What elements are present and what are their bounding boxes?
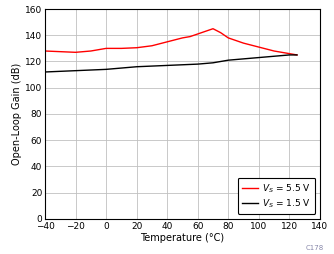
$V_S$ = 1.5 V bbox=[58, 70, 62, 73]
$V_S$ = 1.5 V bbox=[135, 65, 139, 68]
$V_S$ = 1.5 V bbox=[150, 65, 154, 68]
$V_S$ = 5.5 V bbox=[287, 52, 291, 55]
X-axis label: Temperature (°C): Temperature (°C) bbox=[140, 233, 224, 243]
Y-axis label: Open-Loop Gain (dB): Open-Loop Gain (dB) bbox=[12, 63, 22, 165]
$V_S$ = 1.5 V bbox=[211, 61, 215, 64]
$V_S$ = 5.5 V bbox=[58, 50, 62, 53]
$V_S$ = 5.5 V bbox=[196, 33, 200, 36]
$V_S$ = 1.5 V bbox=[165, 64, 169, 67]
$V_S$ = 5.5 V bbox=[89, 50, 93, 53]
$V_S$ = 5.5 V bbox=[241, 42, 245, 45]
$V_S$ = 1.5 V bbox=[73, 69, 77, 72]
$V_S$ = 1.5 V bbox=[226, 59, 230, 62]
$V_S$ = 5.5 V bbox=[43, 50, 47, 53]
Legend: $V_S$ = 5.5 V, $V_S$ = 1.5 V: $V_S$ = 5.5 V, $V_S$ = 1.5 V bbox=[237, 178, 315, 214]
Line: $V_S$ = 5.5 V: $V_S$ = 5.5 V bbox=[45, 29, 297, 55]
Line: $V_S$ = 1.5 V: $V_S$ = 1.5 V bbox=[45, 55, 297, 72]
$V_S$ = 1.5 V bbox=[89, 69, 93, 72]
$V_S$ = 1.5 V bbox=[295, 53, 299, 56]
$V_S$ = 5.5 V bbox=[135, 46, 139, 49]
Text: C178: C178 bbox=[306, 245, 324, 251]
$V_S$ = 1.5 V bbox=[272, 55, 276, 58]
$V_S$ = 5.5 V bbox=[203, 30, 207, 33]
$V_S$ = 1.5 V bbox=[257, 56, 261, 59]
$V_S$ = 5.5 V bbox=[219, 31, 223, 34]
$V_S$ = 1.5 V bbox=[104, 68, 108, 71]
$V_S$ = 5.5 V bbox=[211, 27, 215, 30]
$V_S$ = 1.5 V bbox=[241, 57, 245, 60]
$V_S$ = 5.5 V bbox=[119, 47, 123, 50]
$V_S$ = 5.5 V bbox=[226, 36, 230, 39]
$V_S$ = 1.5 V bbox=[196, 62, 200, 66]
$V_S$ = 1.5 V bbox=[180, 63, 184, 66]
$V_S$ = 5.5 V bbox=[295, 53, 299, 56]
$V_S$ = 5.5 V bbox=[73, 51, 77, 54]
$V_S$ = 1.5 V bbox=[287, 53, 291, 56]
$V_S$ = 5.5 V bbox=[180, 36, 184, 39]
$V_S$ = 1.5 V bbox=[119, 67, 123, 70]
$V_S$ = 5.5 V bbox=[272, 50, 276, 53]
$V_S$ = 5.5 V bbox=[165, 40, 169, 43]
$V_S$ = 5.5 V bbox=[188, 35, 192, 38]
$V_S$ = 5.5 V bbox=[104, 47, 108, 50]
$V_S$ = 1.5 V bbox=[43, 70, 47, 73]
$V_S$ = 5.5 V bbox=[150, 44, 154, 47]
$V_S$ = 5.5 V bbox=[257, 45, 261, 49]
